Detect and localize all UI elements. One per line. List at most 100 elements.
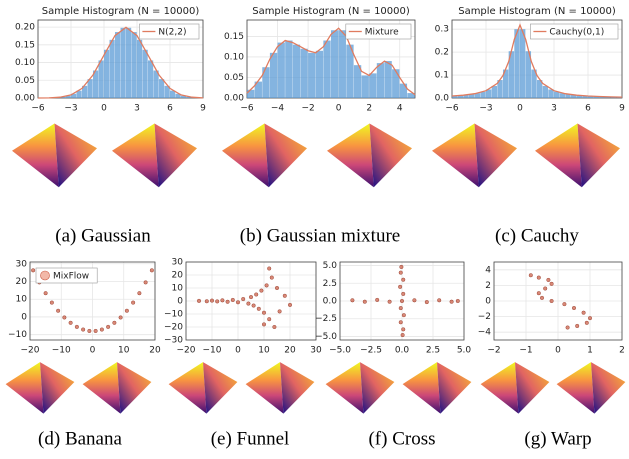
surface-plot — [112, 123, 197, 188]
scatter-point — [99, 327, 104, 332]
x-tick-label: 0 — [101, 104, 107, 114]
scatter-point — [546, 277, 551, 282]
chart-title: Sample Histogram (N = 10000) — [458, 6, 616, 17]
histogram-bar — [480, 91, 486, 98]
chart-title: Sample Histogram (N = 10000) — [42, 6, 200, 17]
density-curve — [37, 26, 204, 99]
histogram-bar — [170, 90, 176, 98]
histogram-bar — [407, 93, 415, 98]
surface-plot — [12, 123, 97, 188]
histogram-bar — [399, 83, 408, 98]
histogram-bar — [491, 85, 498, 98]
scatter-point — [230, 297, 235, 302]
y-tick-label: 0.15 — [15, 40, 35, 50]
caption: (c) Cauchy — [495, 225, 579, 246]
y-tick-label: −20 — [164, 323, 183, 333]
caption: (a) Gaussian — [55, 225, 151, 246]
histogram-bar — [277, 42, 285, 98]
scatter-point — [565, 325, 570, 330]
histogram-bar — [181, 95, 187, 98]
histogram-bar — [474, 93, 481, 98]
chart: Sample Histogram (N = 10000) −6 −4 −2 0 2 4 0.0… — [224, 6, 416, 114]
histogram-bar — [186, 96, 192, 98]
scatter-point — [375, 297, 380, 302]
scatter-point — [256, 306, 261, 311]
histogram-bar — [392, 69, 400, 98]
histogram-bar — [98, 60, 104, 98]
x-tick-label: −2.5 — [360, 346, 382, 356]
histogram-bar — [571, 94, 577, 98]
histogram-bar — [126, 27, 132, 98]
histogram-bar — [60, 96, 66, 98]
scatter-point — [254, 292, 259, 297]
scatter-point — [275, 286, 280, 291]
histogram-bar — [175, 93, 181, 98]
histogram-bar — [65, 95, 71, 98]
scatter-point — [350, 298, 355, 303]
scatter-point — [401, 327, 406, 332]
scatter-point — [31, 268, 36, 273]
legend-label: N(2,2) — [158, 28, 186, 38]
histogram-bar — [159, 79, 165, 98]
scatter-point — [399, 264, 404, 269]
y-tick-label: −4 — [478, 328, 492, 338]
scatter-point — [112, 320, 117, 325]
scatter-point — [74, 324, 79, 329]
histogram-bar — [588, 96, 594, 98]
histogram-bar — [137, 39, 143, 98]
histogram-bar — [292, 44, 301, 98]
histogram-bar — [153, 70, 159, 98]
scatter-point — [56, 308, 61, 313]
histogram-bar — [346, 44, 354, 98]
scatter-point — [264, 283, 269, 288]
histogram-bar — [315, 50, 324, 98]
histogram-bar — [331, 30, 339, 99]
scatter-point — [235, 300, 240, 305]
scatter-point — [400, 299, 405, 304]
scatter-point — [209, 298, 214, 303]
scatter-point — [387, 299, 392, 304]
y-tick-label: 0.15 — [224, 32, 244, 42]
scatter-point — [362, 299, 367, 304]
scatter-point — [282, 293, 287, 298]
y-tick-label: 0.05 — [224, 73, 244, 83]
histogram-bar — [520, 29, 526, 99]
histogram-bar — [131, 32, 137, 98]
caption: (f) Cross — [368, 428, 435, 449]
scatter-point — [81, 327, 86, 332]
surface-plot — [432, 123, 517, 188]
x-tick-label: 2.5 — [426, 346, 440, 356]
histogram-bar — [308, 52, 316, 98]
histogram-bar — [376, 63, 385, 98]
x-tick-label: −10 — [203, 346, 222, 356]
y-tick-label: 5.0 — [323, 261, 338, 271]
x-tick-label: 2 — [366, 104, 372, 114]
x-tick-label: −1 — [519, 346, 532, 356]
scatter-point — [277, 309, 282, 314]
histogram-bar — [115, 32, 121, 98]
histogram-bar — [565, 94, 571, 98]
x-tick-label: 20 — [149, 346, 161, 356]
histogram-bar — [531, 69, 537, 98]
legend-label: MixFlow — [53, 272, 89, 282]
scatter-point — [87, 328, 92, 333]
y-tick-label: 0.1 — [435, 71, 449, 81]
surface-plot — [556, 362, 626, 414]
histogram-bar — [87, 79, 93, 98]
y-tick-label: 0.0 — [323, 297, 338, 307]
surface-plot — [168, 362, 238, 414]
x-tick-label: 3 — [551, 104, 557, 114]
histogram-bar — [148, 60, 154, 98]
scatter-point — [251, 303, 256, 308]
scatter-point — [424, 300, 429, 305]
x-tick-label: 1 — [587, 346, 593, 356]
scatter-point — [581, 310, 586, 315]
y-tick-label: 2 — [485, 281, 491, 291]
y-tick-label: −5.0 — [315, 332, 337, 342]
caption: (e) Funnel — [211, 428, 290, 449]
x-tick-label: 0 — [235, 346, 241, 356]
histogram-bar — [576, 95, 583, 98]
x-tick-label: 4 — [397, 104, 403, 114]
